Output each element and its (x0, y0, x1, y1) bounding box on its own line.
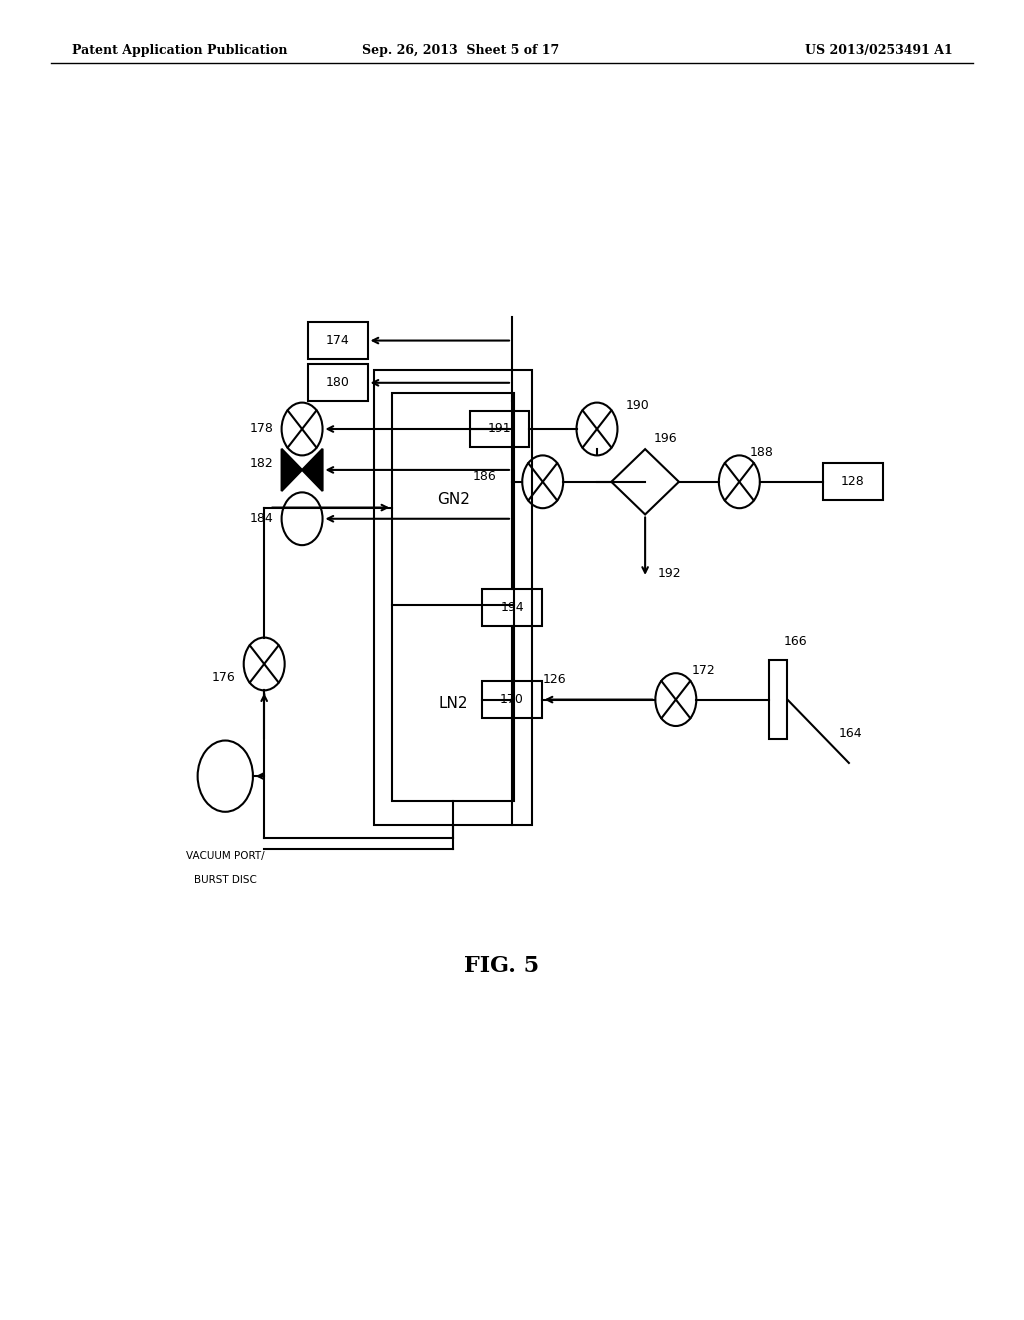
Bar (823, 463, 883, 500)
Bar (392, 393, 514, 801)
Bar (470, 411, 529, 447)
Text: 192: 192 (657, 568, 681, 581)
Text: US 2013/0253491 A1: US 2013/0253491 A1 (805, 44, 952, 57)
Text: 178: 178 (250, 422, 273, 436)
Text: FIG. 5: FIG. 5 (464, 956, 540, 977)
Text: LN2: LN2 (438, 696, 468, 711)
Text: BURST DISC: BURST DISC (194, 875, 257, 886)
Bar (308, 364, 368, 401)
Text: 188: 188 (750, 446, 773, 459)
Text: 191: 191 (487, 422, 512, 436)
Text: Sep. 26, 2013  Sheet 5 of 17: Sep. 26, 2013 Sheet 5 of 17 (362, 44, 559, 57)
Text: 196: 196 (653, 432, 677, 445)
Text: 166: 166 (783, 635, 807, 648)
Text: GN2: GN2 (436, 492, 470, 507)
Text: 170: 170 (500, 693, 524, 706)
Text: 186: 186 (473, 470, 497, 483)
Text: 176: 176 (212, 671, 236, 684)
Polygon shape (282, 449, 302, 491)
Bar (482, 589, 542, 626)
Text: 126: 126 (543, 673, 566, 686)
Text: 184: 184 (250, 512, 273, 525)
Text: VACUUM PORT/: VACUUM PORT/ (186, 851, 264, 862)
Bar (482, 681, 542, 718)
Text: 180: 180 (326, 376, 350, 389)
Text: 172: 172 (691, 664, 715, 677)
Text: Patent Application Publication: Patent Application Publication (72, 44, 287, 57)
Text: 190: 190 (626, 399, 649, 412)
Text: 182: 182 (250, 457, 273, 470)
Polygon shape (302, 449, 323, 491)
Text: 174: 174 (326, 334, 350, 347)
Text: 194: 194 (500, 601, 524, 614)
Bar (308, 322, 368, 359)
Bar (769, 660, 787, 739)
Text: 164: 164 (839, 727, 862, 741)
Text: 128: 128 (841, 475, 865, 488)
Bar (374, 370, 532, 825)
